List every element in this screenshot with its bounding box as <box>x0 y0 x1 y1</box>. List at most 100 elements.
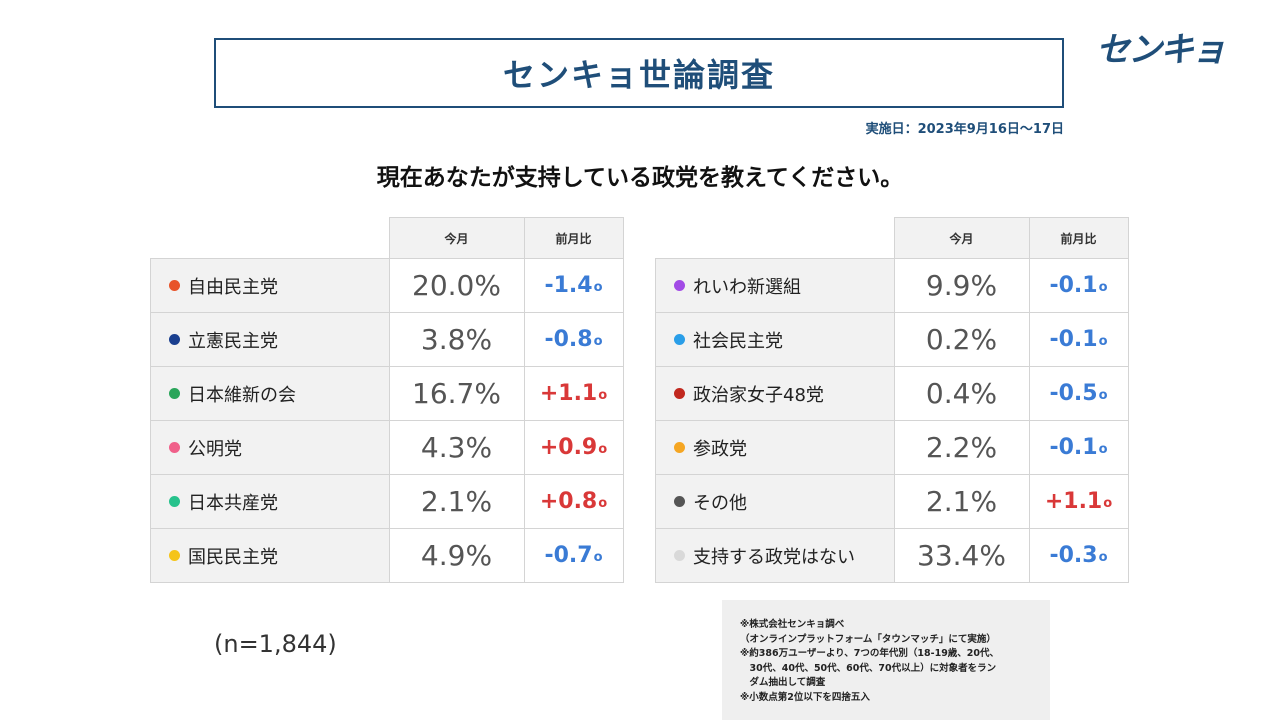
party-color-dot-icon <box>674 442 685 453</box>
party-name: 政治家女子48党 <box>693 384 824 406</box>
party-name-cell: 政治家女子48党 <box>655 366 895 421</box>
footnote-box: ※株式会社センキョ調べ （オンラインプラットフォーム「タウンマッチ」にて実施） … <box>722 600 1050 720</box>
party-color-dot-icon <box>169 550 180 561</box>
header-blank <box>656 218 895 259</box>
change-number: +1.1 <box>539 381 598 406</box>
current-value: 33.4% <box>893 528 1030 583</box>
survey-question: 現在あなたが支持している政党を教えてください。 <box>376 165 904 191</box>
change-number: -0.3 <box>1049 543 1098 568</box>
party-name-cell: 自由民主党 <box>150 258 390 313</box>
party-color-dot-icon <box>169 496 180 507</box>
table-body-left: 自由民主党 20.0% -1.4o 立憲民主党 3.8% -0.8o 日本維新の会 16.7%… <box>150 258 624 583</box>
change-unit: o <box>1098 388 1108 403</box>
party-color-dot-icon <box>169 334 180 345</box>
footnote-line: ダム抽出して調査 <box>740 677 826 689</box>
table-row: 社会民主党 0.2% -0.1o <box>655 312 1129 367</box>
change-number: -0.1 <box>1049 273 1098 298</box>
party-name: れいわ新選組 <box>693 276 801 298</box>
change-number: +0.9 <box>539 435 598 460</box>
table-row: 日本維新の会 16.7% +1.1o <box>150 366 624 421</box>
change-number: -0.8 <box>544 327 593 352</box>
senkyo-logo: センキョ <box>1096 30 1226 70</box>
party-name: 社会民主党 <box>693 330 783 352</box>
change-number: +0.8 <box>539 489 598 514</box>
current-value: 2.1% <box>893 474 1030 529</box>
party-name-cell: 公明党 <box>150 420 390 475</box>
results-table-right: 今月 前月比 れいわ新選組 9.9% -0.1o 社会民主党 0.2% -0.1o 政治家女… <box>655 217 1129 583</box>
party-color-dot-icon <box>674 496 685 507</box>
current-value: 16.7% <box>388 366 525 421</box>
party-name-cell: 日本共産党 <box>150 474 390 529</box>
footnote-line: （オンラインプラットフォーム「タウンマッチ」にて実施） <box>740 633 996 645</box>
party-color-dot-icon <box>674 550 685 561</box>
change-value: -0.7o <box>523 528 624 583</box>
change-number: -0.5 <box>1049 381 1098 406</box>
change-value: +0.9o <box>523 420 624 475</box>
page-title: センキョ世論調査 <box>502 56 775 94</box>
change-number: -0.1 <box>1049 327 1098 352</box>
party-name-cell: その他 <box>655 474 895 529</box>
table-row: 自由民主党 20.0% -1.4o <box>150 258 624 313</box>
party-color-dot-icon <box>169 388 180 399</box>
change-unit: o <box>1098 280 1108 295</box>
party-name: その他 <box>693 492 747 514</box>
party-name: 日本維新の会 <box>188 384 296 406</box>
change-value: +1.1o <box>1028 474 1129 529</box>
change-unit: o <box>1098 550 1108 565</box>
current-value: 2.1% <box>388 474 525 529</box>
table-row: れいわ新選組 9.9% -0.1o <box>655 258 1129 313</box>
party-color-dot-icon <box>169 280 180 291</box>
change-unit: o <box>598 496 608 511</box>
footnote-line: ※約386万ユーザーより、7つの年代別（18-19歳、20代、 <box>740 648 1000 660</box>
change-unit: o <box>593 280 603 295</box>
change-number: -0.7 <box>544 543 593 568</box>
change-value: -0.1o <box>1028 420 1129 475</box>
party-color-dot-icon <box>674 334 685 345</box>
change-value: -0.1o <box>1028 258 1129 313</box>
footnote-line: ※小数点第2位以下を四捨五入 <box>740 691 870 703</box>
party-name: 自由民主党 <box>188 276 278 298</box>
change-number: -1.4 <box>544 273 593 298</box>
change-value: +1.1o <box>523 366 624 421</box>
party-name: 日本共産党 <box>188 492 278 514</box>
table-row: 立憲民主党 3.8% -0.8o <box>150 312 624 367</box>
party-name-cell: 社会民主党 <box>655 312 895 367</box>
change-number: +1.1 <box>1044 489 1103 514</box>
party-name: 支持する政党はない <box>693 546 855 568</box>
table-row: 公明党 4.3% +0.9o <box>150 420 624 475</box>
column-header-current: 今月 <box>388 217 525 259</box>
party-name: 立憲民主党 <box>188 330 278 352</box>
table-body-right: れいわ新選組 9.9% -0.1o 社会民主党 0.2% -0.1o 政治家女子48党 0.4… <box>655 258 1129 583</box>
current-value: 2.2% <box>893 420 1030 475</box>
change-unit: o <box>598 442 608 457</box>
survey-date: 実施日：2023年9月16日～17日 <box>865 122 1064 137</box>
sample-size: (n=1,844) <box>214 630 337 658</box>
column-header-change: 前月比 <box>523 217 624 259</box>
title-box: センキョ世論調査 <box>214 38 1064 108</box>
party-name-cell: れいわ新選組 <box>655 258 895 313</box>
party-name-cell: 参政党 <box>655 420 895 475</box>
change-unit: o <box>593 550 603 565</box>
party-name: 国民民主党 <box>188 546 278 568</box>
party-name: 参政党 <box>693 438 747 460</box>
change-unit: o <box>1098 334 1108 349</box>
change-value: -0.5o <box>1028 366 1129 421</box>
table-row: 日本共産党 2.1% +0.8o <box>150 474 624 529</box>
current-value: 0.2% <box>893 312 1030 367</box>
table-row: 支持する政党はない 33.4% -0.3o <box>655 528 1129 583</box>
party-name-cell: 国民民主党 <box>150 528 390 583</box>
footnote-line: ※株式会社センキョ調べ <box>740 619 845 630</box>
footnote-line: 30代、40代、50代、60代、70代以上）に対象者をラン <box>740 662 997 674</box>
table-row: 政治家女子48党 0.4% -0.5o <box>655 366 1129 421</box>
header-blank <box>151 218 390 259</box>
table-row: 国民民主党 4.9% -0.7o <box>150 528 624 583</box>
column-header-change: 前月比 <box>1028 217 1129 259</box>
change-value: -1.4o <box>523 258 624 313</box>
change-value: -0.3o <box>1028 528 1129 583</box>
change-unit: o <box>1098 442 1108 457</box>
party-name-cell: 支持する政党はない <box>655 528 895 583</box>
table-row: その他 2.1% +1.1o <box>655 474 1129 529</box>
party-color-dot-icon <box>169 442 180 453</box>
current-value: 4.3% <box>388 420 525 475</box>
current-value: 0.4% <box>893 366 1030 421</box>
